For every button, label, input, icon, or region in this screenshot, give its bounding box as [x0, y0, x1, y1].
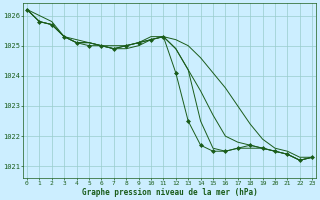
X-axis label: Graphe pression niveau de la mer (hPa): Graphe pression niveau de la mer (hPa)	[82, 188, 258, 197]
